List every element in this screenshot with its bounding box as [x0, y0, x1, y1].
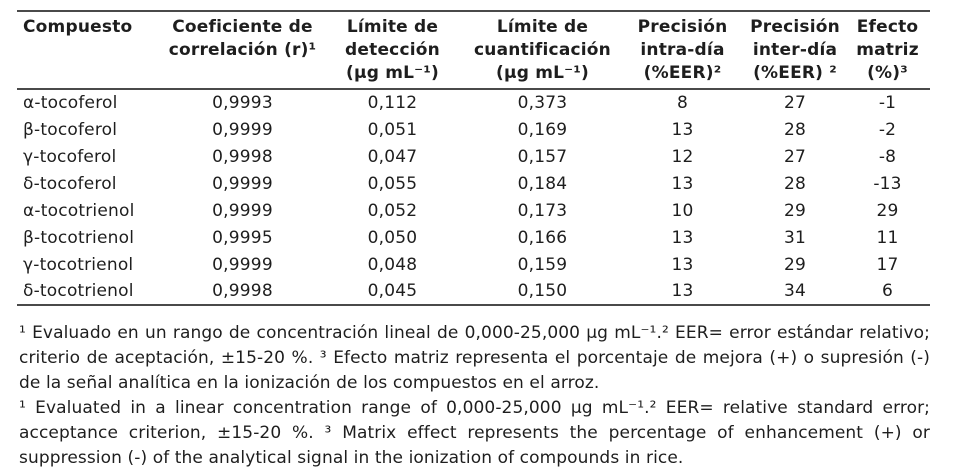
- cell-loq: 0,184: [517, 173, 568, 194]
- cell-intraday: 10: [671, 200, 694, 221]
- cell-compound: β-tocotrienol: [23, 227, 135, 248]
- cell-matrix-effect: -8: [878, 146, 897, 167]
- table-row: δ-tocotrienol 0,9998 0,045 0,150 13 34 6: [17, 278, 930, 305]
- cell-lod: 0,050: [367, 227, 418, 248]
- cell-correlation: 0,9995: [212, 227, 273, 248]
- footnote-english: ¹ Evaluated in a linear concentration ra…: [19, 398, 930, 468]
- cell-loq: 0,173: [517, 200, 568, 221]
- cell-compound: γ-tocoferol: [23, 146, 117, 167]
- table-row: δ-tocoferol 0,9999 0,055 0,184 13 28 -13: [17, 170, 930, 197]
- cell-interday: 29: [783, 254, 807, 275]
- cell-correlation: 0,9993: [212, 93, 273, 113]
- cell-intraday: 13: [671, 119, 694, 140]
- cell-loq: 0,373: [517, 93, 568, 113]
- table-row: β-tocotrienol 0,9995 0,050 0,166 13 31 1…: [17, 224, 930, 251]
- table-row: γ-tocotrienol 0,9999 0,048 0,159 13 29 1…: [17, 251, 930, 278]
- cell-lod: 0,047: [367, 146, 418, 167]
- cell-intraday: 13: [671, 281, 694, 301]
- validation-table: Compuesto Coeficiente de correlación (r)…: [17, 10, 930, 306]
- table-body: α-tocoferol 0,9993 0,112 0,373 8 27 -1 β…: [17, 89, 930, 305]
- cell-intraday: 13: [671, 227, 694, 248]
- cell-loq: 0,166: [517, 227, 568, 248]
- cell-lod: 0,052: [367, 200, 418, 221]
- cell-intraday: 12: [671, 146, 694, 167]
- cell-loq: 0,157: [517, 146, 568, 167]
- cell-matrix-effect: -13: [873, 173, 902, 194]
- table-row: γ-tocoferol 0,9998 0,047 0,157 12 27 -8: [17, 143, 930, 170]
- table-row: α-tocotrienol 0,9999 0,052 0,173 10 29 2…: [17, 197, 930, 224]
- table-row: α-tocoferol 0,9993 0,112 0,373 8 27 -1: [17, 89, 930, 116]
- cell-compound: α-tocotrienol: [23, 200, 135, 221]
- column-header-intraday: Precisión intra-día (%EER)²: [637, 17, 728, 83]
- cell-interday: 31: [783, 227, 807, 248]
- table-row: β-tocoferol 0,9999 0,051 0,169 13 28 -2: [17, 116, 930, 143]
- cell-lod: 0,055: [367, 173, 418, 194]
- cell-matrix-effect: 17: [876, 254, 899, 275]
- cell-interday: 34: [783, 281, 807, 301]
- cell-correlation: 0,9998: [212, 281, 273, 301]
- header-row: Compuesto Coeficiente de correlación (r)…: [17, 11, 930, 89]
- cell-matrix-effect: -2: [878, 119, 897, 140]
- cell-correlation: 0,9999: [212, 200, 273, 221]
- cell-correlation: 0,9999: [212, 254, 273, 275]
- cell-lod: 0,045: [367, 281, 418, 301]
- cell-intraday: 13: [671, 173, 694, 194]
- cell-interday: 28: [783, 173, 807, 194]
- cell-lod: 0,112: [367, 93, 418, 113]
- cell-compound: δ-tocoferol: [23, 173, 117, 194]
- cell-lod: 0,048: [367, 254, 418, 275]
- cell-loq: 0,150: [517, 281, 568, 301]
- cell-compound: δ-tocotrienol: [23, 281, 134, 301]
- cell-compound: γ-tocotrienol: [23, 254, 134, 275]
- cell-lod: 0,051: [367, 119, 418, 140]
- column-header-correlation: Coeficiente de correlación (r)¹: [168, 17, 317, 60]
- column-header-loq: Límite de cuantificación (µg mL⁻¹): [474, 17, 611, 83]
- cell-correlation: 0,9999: [212, 119, 273, 140]
- cell-matrix-effect: 11: [876, 227, 899, 248]
- cell-correlation: 0,9998: [212, 146, 273, 167]
- cell-compound: β-tocoferol: [23, 119, 118, 140]
- cell-matrix-effect: 29: [876, 200, 899, 221]
- cell-matrix-effect: 6: [881, 281, 894, 301]
- cell-interday: 29: [783, 200, 807, 221]
- column-header-matrix-effect: Efecto matriz (%)³: [856, 17, 919, 83]
- table-header: Compuesto Coeficiente de correlación (r)…: [17, 11, 930, 89]
- footnote-spanish: ¹ Evaluado en un rango de concentración …: [19, 323, 930, 393]
- column-header-lod: Límite de detección (µg mL⁻¹): [345, 17, 440, 83]
- column-header-compound: Compuesto: [23, 17, 133, 37]
- cell-loq: 0,169: [517, 119, 568, 140]
- column-header-interday: Precisión inter-día (%EER) ²: [750, 17, 840, 83]
- cell-compound: α-tocoferol: [23, 93, 118, 113]
- cell-interday: 27: [783, 146, 807, 167]
- footnotes-block: ¹ Evaluado en un rango de concentración …: [19, 321, 930, 471]
- cell-correlation: 0,9999: [212, 173, 273, 194]
- cell-intraday: 8: [676, 93, 689, 113]
- cell-interday: 27: [783, 93, 807, 113]
- cell-matrix-effect: -1: [878, 93, 897, 113]
- cell-interday: 28: [783, 119, 807, 140]
- cell-loq: 0,159: [517, 254, 568, 275]
- cell-intraday: 13: [671, 254, 694, 275]
